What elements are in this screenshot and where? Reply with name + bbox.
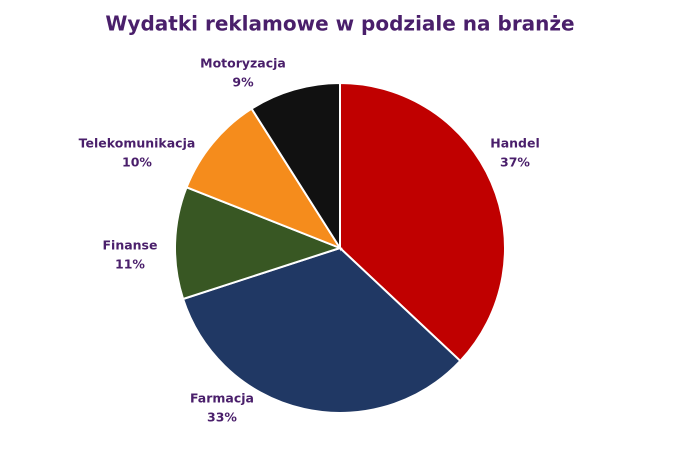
slice-label: Handel xyxy=(490,136,540,151)
pie-slice xyxy=(181,246,462,414)
value-label: 10% xyxy=(122,155,152,170)
slice-label: Finanse xyxy=(103,238,158,253)
slice-label: Farmacja xyxy=(190,391,254,406)
slice-label: Motoryzacja xyxy=(200,56,286,71)
pie-slice xyxy=(339,81,506,363)
chart-title: Wydatki reklamowe w podziale na branże xyxy=(105,12,574,36)
value-label: 11% xyxy=(115,257,145,272)
pie-slice xyxy=(250,81,341,252)
pie-slice xyxy=(185,107,343,251)
value-label: 33% xyxy=(207,410,237,425)
value-label: 37% xyxy=(500,155,530,170)
value-label: 9% xyxy=(232,75,254,90)
pie-slice xyxy=(174,185,343,301)
slice-label: Telekomunikacja xyxy=(79,136,196,151)
